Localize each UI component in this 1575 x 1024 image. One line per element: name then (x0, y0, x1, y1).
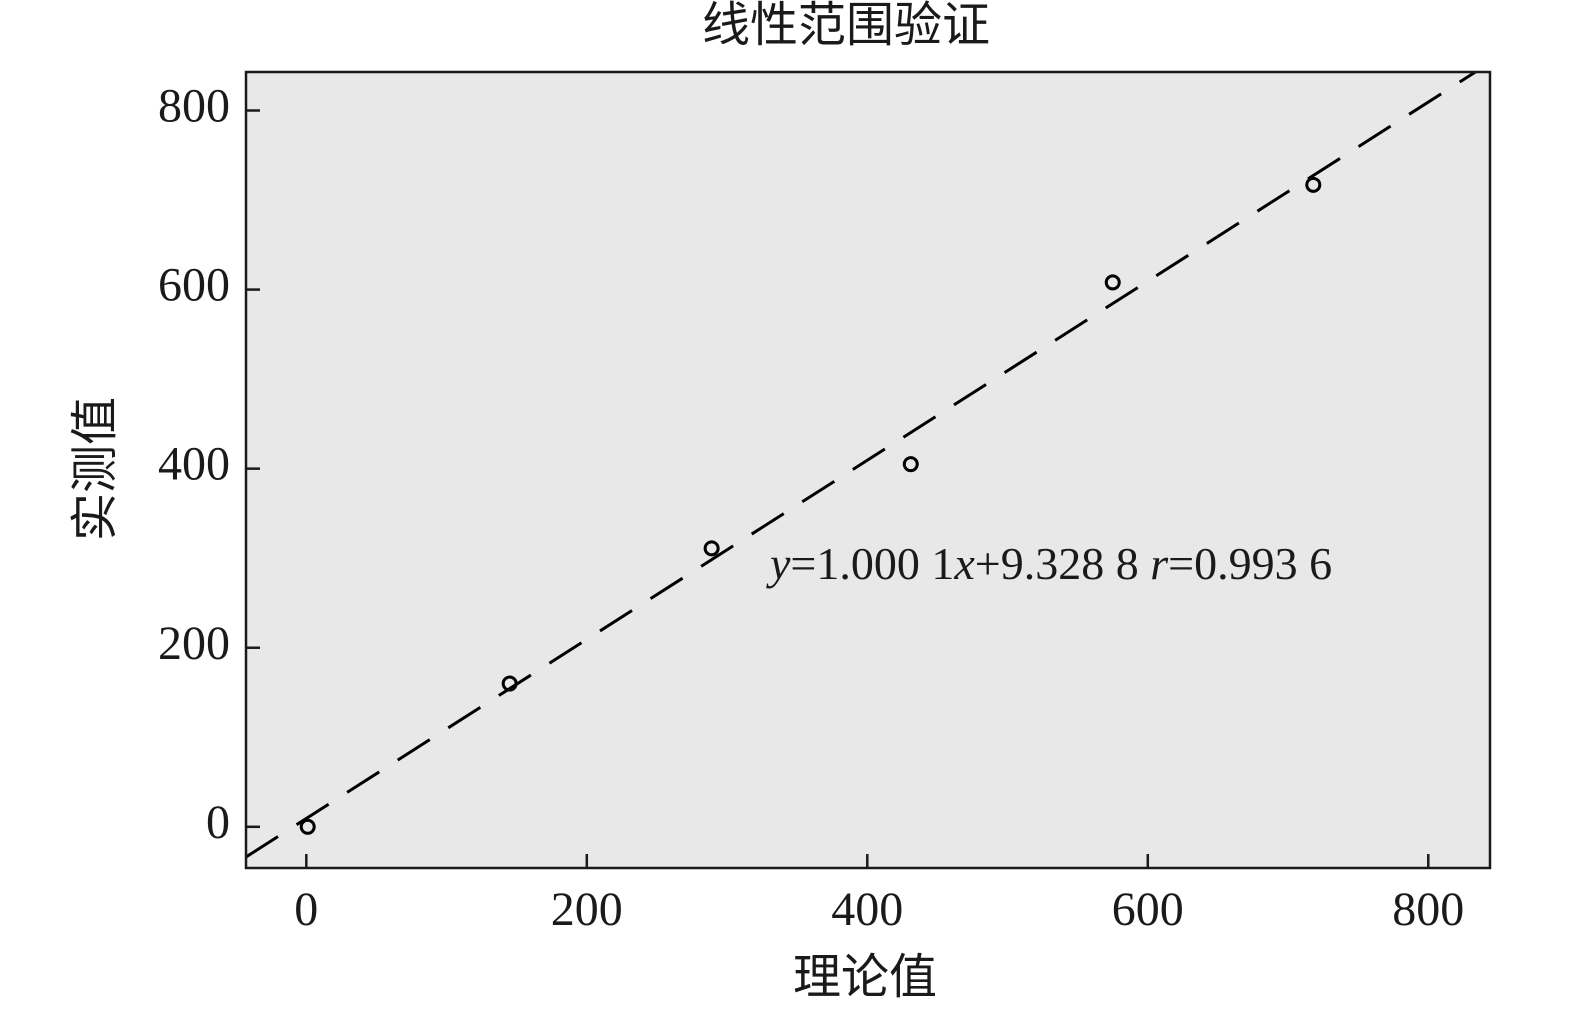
data-point (501, 675, 518, 692)
y-tick-label: 0 (206, 796, 230, 849)
plot-area (246, 72, 1490, 868)
data-point (1104, 274, 1121, 291)
data-point (703, 540, 720, 557)
chart-title: 线性范围验证 (702, 0, 990, 52)
data-point (1305, 176, 1322, 193)
x-tick-label: 0 (294, 883, 318, 936)
clip-group (246, 72, 1479, 859)
fit-line (246, 72, 1479, 859)
y-axis-label: 实测值 (69, 397, 122, 541)
x-axis-label: 理论值 (793, 951, 937, 1004)
annotation-part: +9.328 8 (975, 538, 1150, 589)
y-tick-label: 200 (158, 617, 230, 670)
layer (246, 72, 1479, 859)
annotation-part: =1.000 1 (790, 538, 954, 589)
x-tick-label: 200 (551, 883, 623, 936)
x-tick-label: 600 (1112, 883, 1184, 936)
annotation-part: =0.993 6 (1168, 538, 1332, 589)
annotation: y=1.000 1x+9.328 8 r=0.993 6 (766, 538, 1332, 589)
annotation-part: y (766, 538, 791, 589)
y-tick-label: 800 (158, 80, 230, 133)
data-point (299, 818, 316, 835)
data-point (902, 456, 919, 473)
y-tick-label: 600 (158, 259, 230, 312)
x-tick-label: 800 (1392, 883, 1464, 936)
annotation-part: r (1150, 538, 1169, 589)
x-tick-label: 400 (831, 883, 903, 936)
annotation-part: x (953, 538, 975, 589)
y-tick-label: 400 (158, 438, 230, 491)
